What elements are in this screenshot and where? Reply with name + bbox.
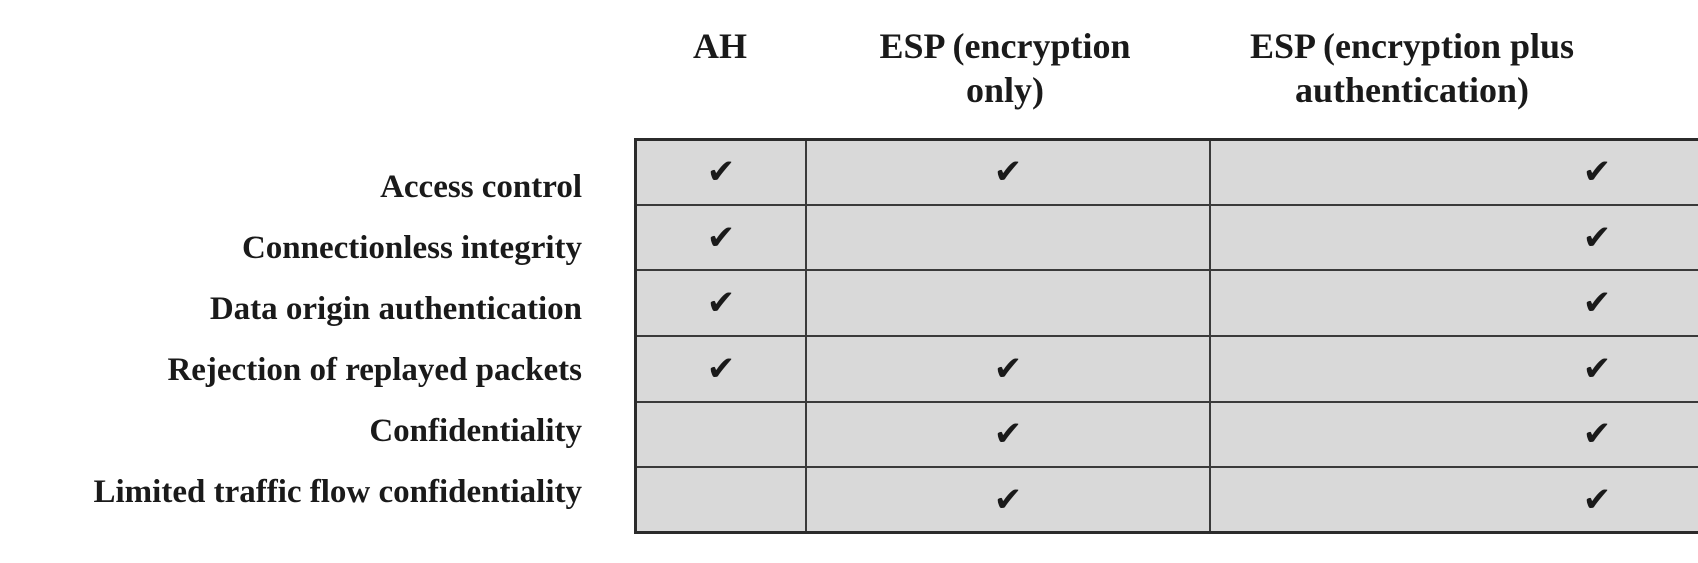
checkmark-icon: ✔ — [993, 479, 1023, 520]
checkmark-icon: ✔ — [993, 348, 1023, 389]
table-row: ✔ ✔ ✔ — [637, 141, 1698, 206]
table-cell — [805, 269, 1211, 337]
table-cell — [805, 203, 1211, 272]
table-row: ✔ ✔ ✔ — [637, 334, 1698, 403]
checkmark-icon: ✔ — [706, 348, 736, 389]
checkmark-icon: ✔ — [1582, 217, 1612, 258]
table-cell: ✔ — [637, 203, 807, 272]
table-row: ✔ ✔ — [637, 466, 1698, 531]
table-cell: ✔ — [1209, 203, 1698, 272]
row-label: Connectionless integrity — [241, 230, 582, 266]
table-cell: ✔ — [1209, 334, 1698, 403]
column-header-esp-enc: ESP (encryption only) — [879, 26, 1131, 110]
checkmark-icon: ✔ — [1582, 479, 1612, 520]
checkmark-icon: ✔ — [706, 217, 736, 258]
checkmark-icon: ✔ — [993, 152, 1023, 193]
checkmark-icon: ✔ — [993, 414, 1023, 455]
checkmark-icon: ✔ — [706, 152, 736, 193]
table-cell: ✔ — [637, 334, 807, 403]
table-row: ✔ ✔ — [637, 269, 1698, 337]
table-cell — [637, 400, 807, 469]
table-cell: ✔ — [805, 141, 1211, 206]
column-header-esp-auth: ESP (encryption plus authentication) — [1249, 26, 1575, 110]
table-cell — [637, 466, 807, 531]
table-cell: ✔ — [805, 400, 1211, 469]
row-label: Access control — [380, 169, 582, 205]
table-cell: ✔ — [1209, 141, 1698, 206]
services-table: ✔ ✔ ✔ ✔ ✔ ✔ ✔ ✔ ✔ ✔ ✔ ✔ ✔ ✔ — [634, 138, 1698, 534]
column-header-ah: AH — [693, 26, 747, 66]
row-label: Confidentiality — [369, 413, 582, 449]
checkmark-icon: ✔ — [1582, 414, 1612, 455]
table-row: ✔ ✔ — [637, 203, 1698, 272]
services-grid: ✔ ✔ ✔ ✔ ✔ ✔ ✔ ✔ ✔ ✔ ✔ ✔ ✔ ✔ — [637, 141, 1698, 531]
table-cell: ✔ — [637, 269, 807, 337]
table-cell: ✔ — [805, 334, 1211, 403]
row-label: Data origin authentication — [209, 291, 582, 327]
checkmark-icon: ✔ — [1582, 348, 1612, 389]
row-label: Limited traffic flow confidentiality — [93, 474, 583, 510]
table-cell: ✔ — [1209, 269, 1698, 337]
checkmark-icon: ✔ — [706, 283, 736, 324]
table-row: ✔ ✔ — [637, 400, 1698, 469]
table-cell: ✔ — [1209, 466, 1698, 531]
checkmark-icon: ✔ — [1582, 152, 1612, 193]
row-label: Rejection of replayed packets — [167, 352, 582, 388]
table-cell: ✔ — [805, 466, 1211, 531]
checkmark-icon: ✔ — [1582, 283, 1612, 324]
table-cell: ✔ — [637, 141, 807, 206]
table-cell: ✔ — [1209, 400, 1698, 469]
row-labels: Access control Connectionless integrity … — [0, 157, 583, 523]
